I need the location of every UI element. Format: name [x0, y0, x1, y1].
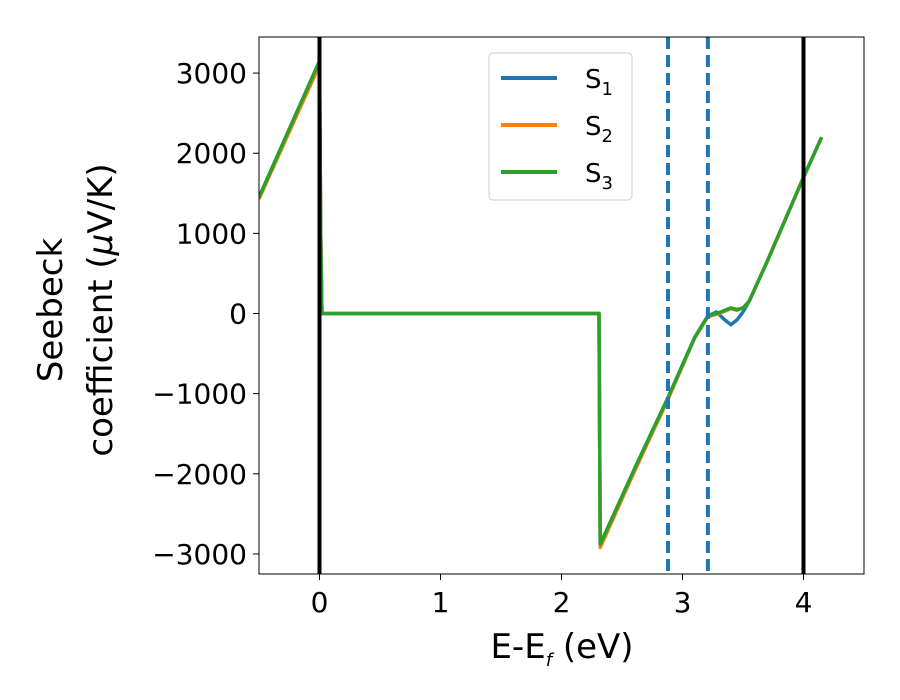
y-tick-label: −1000	[152, 378, 247, 411]
axes: 0 1 2 3 4 3000 2000 1000 0 −1000 −2000 −3000	[152, 36, 865, 619]
x-tick-label: 1	[432, 586, 450, 619]
y-tick-label: −2000	[152, 458, 247, 491]
y-tick-label: 3000	[176, 57, 247, 90]
x-axis-label: E-Ef (eV)	[490, 627, 633, 671]
legend-box	[488, 52, 633, 201]
x-tick-label: 3	[674, 586, 692, 619]
y-axis-label-line1: Seebeck	[31, 238, 71, 383]
y-tick-label: 0	[229, 298, 247, 331]
x-tick-label: 2	[553, 586, 571, 619]
y-tick-label: 2000	[176, 137, 247, 170]
legend-label-3: S3	[585, 159, 613, 194]
series-line-3	[259, 59, 824, 547]
legend-label-2: S2	[585, 112, 613, 147]
y-axis-label-line2: coefficient (μV/K)	[81, 163, 121, 456]
x-tick-label: 4	[795, 586, 813, 619]
legend: S1 S2 S3	[488, 52, 633, 201]
x-tick-label: 0	[311, 586, 329, 619]
y-tick-label: 1000	[176, 217, 247, 250]
plot-area	[259, 37, 824, 574]
legend-label-1: S1	[585, 65, 613, 100]
y-tick-label: −3000	[152, 538, 247, 571]
